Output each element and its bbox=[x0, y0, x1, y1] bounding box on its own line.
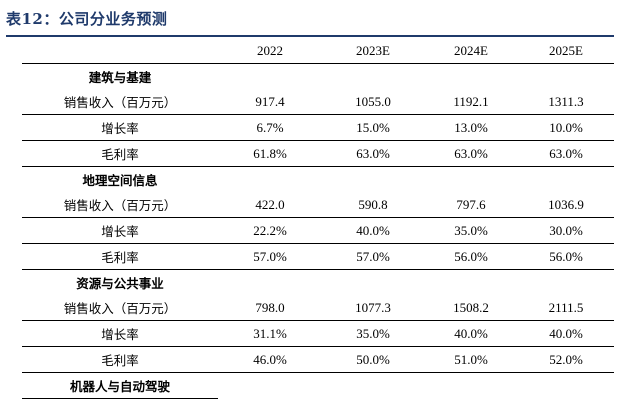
section-title: 建筑与基建 bbox=[88, 70, 152, 85]
cell-value: 6.7% bbox=[218, 114, 322, 141]
cell-value: 422.0 bbox=[218, 192, 322, 218]
section-row: 建筑与基建 bbox=[22, 64, 614, 90]
section-title: 资源与公共事业 bbox=[76, 276, 164, 291]
row-label: 毛利率 bbox=[22, 140, 218, 167]
cell-value: 2111.5 bbox=[518, 295, 614, 321]
cell-value: 40.0% bbox=[322, 217, 424, 244]
table-title: 表12：公司分业务预测 bbox=[6, 10, 168, 28]
cell-value: 15.0% bbox=[322, 114, 424, 141]
table-row: 销售收入（百万元） 422.0 590.8 797.6 1036.9 bbox=[22, 192, 614, 218]
cell-value: 57.0% bbox=[218, 243, 322, 270]
cell-value: 1055.0 bbox=[322, 89, 424, 115]
segment-forecast-table: 2022 2023E 2024E 2025E 建筑与基建 销售收入（百万元） 9… bbox=[22, 38, 614, 399]
section-title: 机器人与自动驾驶 bbox=[22, 372, 218, 399]
cell-value: 1508.2 bbox=[424, 295, 518, 321]
row-label: 毛利率 bbox=[22, 346, 218, 373]
cell-value: 798.0 bbox=[218, 295, 322, 321]
cell-value: 46.0% bbox=[218, 346, 322, 373]
cell-value: 1192.1 bbox=[424, 89, 518, 115]
cell-value: 590.8 bbox=[322, 192, 424, 218]
cell-value: 13.0% bbox=[424, 114, 518, 141]
header-cell-label bbox=[22, 38, 218, 64]
section-row: 地理空间信息 bbox=[22, 167, 614, 193]
row-label: 销售收入（百万元） bbox=[22, 192, 218, 218]
header-cell-2023e: 2023E bbox=[322, 38, 424, 64]
section-title: 地理空间信息 bbox=[82, 173, 158, 188]
row-label: 增长率 bbox=[22, 114, 218, 141]
table-row: 销售收入（百万元） 798.0 1077.3 1508.2 2111.5 bbox=[22, 295, 614, 321]
table-row: 增长率 22.2% 40.0% 35.0% 30.0% bbox=[22, 217, 614, 244]
cell-value: 51.0% bbox=[424, 346, 518, 373]
cell-value: 1311.3 bbox=[518, 89, 614, 115]
section-row: 资源与公共事业 bbox=[22, 270, 614, 296]
cell-value: 30.0% bbox=[518, 217, 614, 244]
cell-value: 63.0% bbox=[518, 140, 614, 167]
cell-value: 40.0% bbox=[518, 320, 614, 347]
table-row: 毛利率 46.0% 50.0% 51.0% 52.0% bbox=[22, 346, 614, 373]
row-label: 增长率 bbox=[22, 320, 218, 347]
table-row: 增长率 31.1% 35.0% 40.0% 40.0% bbox=[22, 320, 614, 347]
row-label: 销售收入（百万元） bbox=[22, 295, 218, 321]
cell-value: 63.0% bbox=[322, 140, 424, 167]
cell-value: 35.0% bbox=[322, 320, 424, 347]
cell-value: 917.4 bbox=[218, 89, 322, 115]
table-row: 毛利率 57.0% 57.0% 56.0% 56.0% bbox=[22, 243, 614, 270]
row-label: 销售收入（百万元） bbox=[22, 89, 218, 115]
section-row: 机器人与自动驾驶 bbox=[22, 372, 614, 399]
header-row: 2022 2023E 2024E 2025E bbox=[22, 38, 614, 64]
header-cell-2024e: 2024E bbox=[424, 38, 518, 64]
cell-value: 61.8% bbox=[218, 140, 322, 167]
cell-value: 56.0% bbox=[518, 243, 614, 270]
cell-value: 56.0% bbox=[424, 243, 518, 270]
title-rule bbox=[6, 35, 614, 37]
table-row: 毛利率 61.8% 63.0% 63.0% 63.0% bbox=[22, 140, 614, 167]
table-row: 增长率 6.7% 15.0% 13.0% 10.0% bbox=[22, 114, 614, 141]
cell-value: 35.0% bbox=[424, 217, 518, 244]
cell-value: 1036.9 bbox=[518, 192, 614, 218]
cell-value: 31.1% bbox=[218, 320, 322, 347]
cell-value: 50.0% bbox=[322, 346, 424, 373]
cell-value: 797.6 bbox=[424, 192, 518, 218]
cell-value: 57.0% bbox=[322, 243, 424, 270]
row-label: 增长率 bbox=[22, 217, 218, 244]
cell-value: 1077.3 bbox=[322, 295, 424, 321]
cell-value: 40.0% bbox=[424, 320, 518, 347]
row-label: 毛利率 bbox=[22, 243, 218, 270]
table-row: 销售收入（百万元） 917.4 1055.0 1192.1 1311.3 bbox=[22, 89, 614, 115]
cell-value: 10.0% bbox=[518, 114, 614, 141]
header-cell-2022: 2022 bbox=[218, 38, 322, 64]
cell-value: 52.0% bbox=[518, 346, 614, 373]
header-cell-2025e: 2025E bbox=[518, 38, 614, 64]
cell-value: 63.0% bbox=[424, 140, 518, 167]
cell-value: 22.2% bbox=[218, 217, 322, 244]
